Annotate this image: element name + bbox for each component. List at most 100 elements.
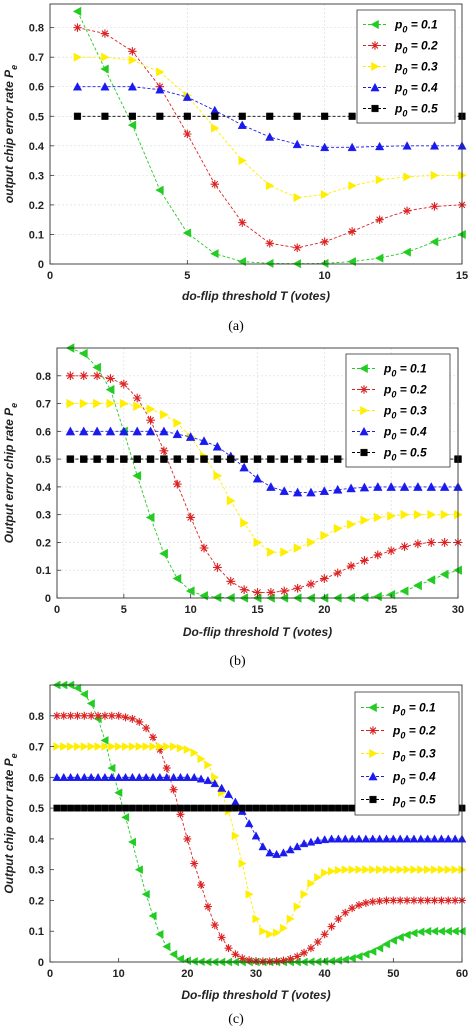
- data-point: [146, 404, 156, 414]
- data-point: [251, 831, 261, 840]
- data-point: [176, 743, 185, 753]
- data-point: [320, 237, 329, 247]
- data-point: [320, 455, 329, 463]
- data-point: [426, 482, 437, 491]
- data-point: [74, 804, 81, 812]
- data-point: [347, 834, 357, 843]
- data-point: [183, 804, 191, 812]
- y-tick-label: 0.4: [36, 482, 52, 494]
- data-point: [149, 733, 157, 742]
- data-point: [218, 804, 226, 812]
- data-point: [348, 181, 357, 191]
- y-axis-label-subscript: e: [9, 65, 19, 70]
- data-point: [327, 866, 336, 876]
- data-point: [307, 879, 316, 888]
- data-point: [227, 455, 235, 463]
- y-axis-label-text: Output error chip rate P: [2, 407, 16, 543]
- data-point: [240, 518, 249, 528]
- data-point: [402, 141, 412, 150]
- series-line: [77, 11, 463, 265]
- data-point: [306, 837, 316, 846]
- data-point: [155, 772, 165, 781]
- y-tick-label: 0.8: [29, 711, 44, 723]
- data-point: [60, 804, 68, 812]
- data-point: [451, 896, 460, 905]
- data-point: [387, 511, 396, 521]
- data-point: [333, 523, 343, 534]
- data-point: [159, 409, 169, 420]
- figure-caption: (c): [228, 1012, 244, 1027]
- legend-item: p0 = 0.4: [363, 81, 438, 98]
- data-point: [145, 512, 155, 523]
- data-point: [313, 836, 323, 845]
- data-point: [67, 804, 74, 812]
- data-point: [145, 426, 156, 436]
- data-point: [386, 482, 396, 491]
- data-point: [266, 482, 276, 491]
- legend-item: p0 = 0.2: [361, 724, 436, 741]
- data-point: [108, 742, 117, 751]
- data-point: [430, 834, 439, 843]
- data-point: [231, 950, 240, 959]
- data-point: [162, 942, 171, 951]
- data-point: [360, 515, 370, 525]
- data-point: [327, 834, 336, 843]
- legend-marker: [368, 726, 378, 735]
- data-point: [172, 429, 183, 439]
- data-point: [300, 804, 308, 812]
- data-point: [121, 772, 130, 781]
- data-point: [266, 112, 274, 120]
- data-point: [396, 865, 405, 875]
- legend-marker: [368, 702, 377, 713]
- data-point: [142, 804, 150, 812]
- data-point: [141, 889, 150, 899]
- data-point: [226, 496, 236, 506]
- data-point: [128, 112, 136, 120]
- data-point: [400, 509, 410, 520]
- data-point: [66, 455, 75, 463]
- data-point: [306, 487, 316, 497]
- data-point: [176, 772, 185, 781]
- data-point: [253, 588, 262, 597]
- data-point: [78, 348, 88, 359]
- data-point: [319, 486, 330, 495]
- legend-label: p0 = 0.1: [392, 701, 436, 718]
- legend-marker: [359, 385, 369, 394]
- data-point: [149, 804, 157, 812]
- legend-item: p0 = 0.3: [352, 404, 427, 421]
- legend-item: p0 = 0.5: [352, 446, 427, 463]
- data-point: [292, 842, 302, 851]
- data-point: [128, 714, 137, 723]
- data-point: [142, 724, 151, 733]
- data-point: [93, 455, 101, 463]
- data-point: [399, 482, 410, 491]
- data-point: [245, 804, 253, 812]
- data-point: [182, 228, 192, 238]
- data-point: [355, 901, 363, 910]
- data-point: [189, 772, 199, 781]
- y-tick-label: 0.7: [29, 742, 44, 754]
- x-axis-label: do-flip threshold T (votes): [182, 289, 330, 303]
- data-point: [375, 943, 384, 953]
- y-axis-label-text: Output chip error rate P: [2, 757, 16, 893]
- data-point: [389, 865, 398, 875]
- legend-item: p0 = 0.1: [361, 701, 436, 718]
- data-point: [197, 754, 206, 764]
- data-point: [333, 568, 343, 578]
- data-point: [443, 834, 453, 843]
- data-point: [417, 865, 426, 875]
- data-point: [212, 592, 222, 603]
- data-point: [80, 804, 88, 812]
- legend-marker: [370, 82, 380, 92]
- data-point: [314, 873, 323, 882]
- data-point: [87, 742, 96, 751]
- data-point: [73, 683, 82, 693]
- data-point: [186, 455, 195, 463]
- series-line: [77, 56, 462, 198]
- data-point: [266, 804, 274, 812]
- data-point: [237, 120, 247, 129]
- data-point: [265, 957, 274, 966]
- data-point: [399, 586, 409, 596]
- data-point: [410, 865, 419, 875]
- data-point: [100, 772, 110, 781]
